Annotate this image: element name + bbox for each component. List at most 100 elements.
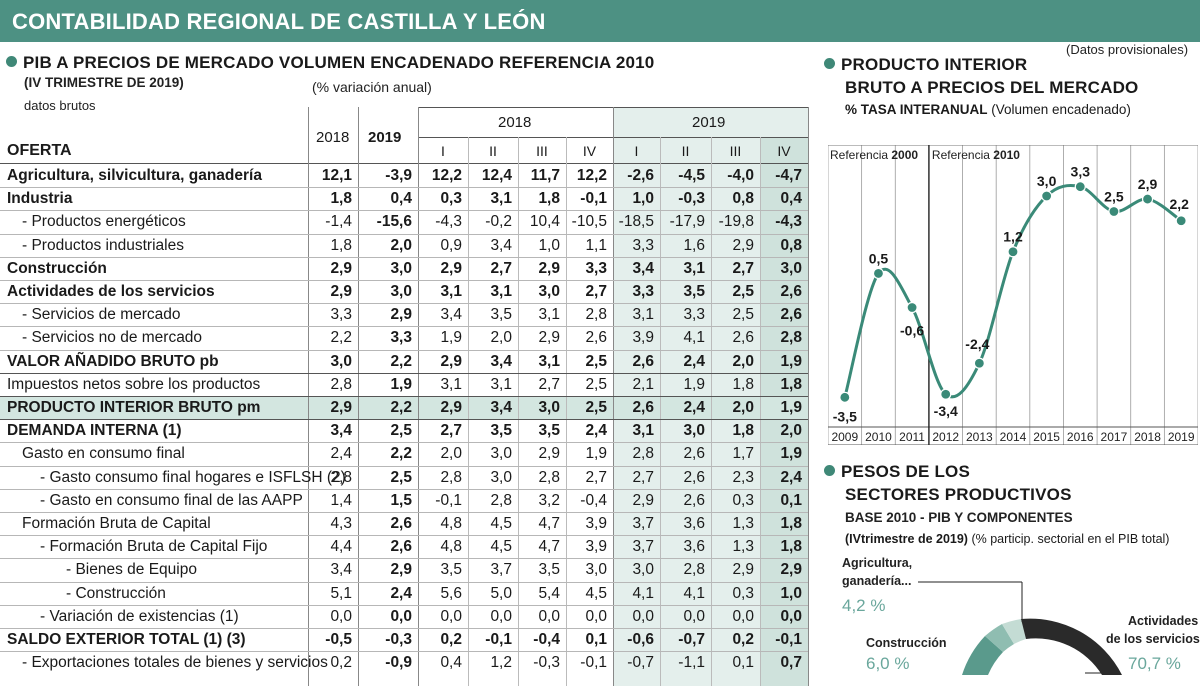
cell-value: 3,1 — [538, 306, 560, 324]
cell-value: -10,5 — [571, 213, 607, 231]
row-label: Construcción — [7, 259, 107, 277]
cell-value: 4,8 — [440, 515, 462, 532]
cell-value: 5,4 — [538, 584, 560, 602]
cell-value: 2,8 — [538, 468, 560, 486]
cell-value: 4,1 — [683, 584, 705, 602]
chart-data-label: 2,9 — [1138, 176, 1158, 192]
cell-value: 3,5 — [440, 561, 462, 579]
quarter-header: IV — [582, 143, 597, 159]
pib-line-chart: Referencia 2000 Referencia 2010 -3,5 0,5 -0,… — [827, 144, 1199, 446]
chart-data-label: 2,2 — [1169, 196, 1189, 212]
cell-value: 3,0 — [538, 283, 560, 300]
cell-value: 1,9 — [780, 399, 802, 416]
cell-value: 0,2 — [440, 631, 462, 648]
row-rule — [0, 651, 808, 653]
cell-value: 3,1 — [440, 375, 462, 393]
cell-value: 0,4 — [390, 190, 412, 208]
col-year-2018: 2018 — [316, 129, 350, 146]
cell-value: 2,7 — [440, 422, 462, 440]
cell-value: 1,7 — [732, 445, 754, 463]
cell-value: 2,9 — [780, 561, 802, 579]
cell-value: 3,1 — [632, 422, 654, 440]
cell-value: -0,3 — [678, 190, 705, 208]
row-label: - Gasto consumo final hogares e ISFLSH (… — [40, 468, 346, 486]
cell-value: 2,4 — [780, 468, 802, 486]
cell-value: -15,6 — [376, 213, 412, 231]
cell-value: 4,5 — [490, 538, 512, 556]
cell-value: 4,5 — [585, 584, 607, 602]
cell-value: 1,8 — [780, 375, 802, 393]
cell-value: 4,1 — [683, 329, 705, 347]
cell-value: 3,1 — [538, 352, 560, 370]
table-title: PIB A PRECIOS DE MERCADO VOLUMEN ENCADEN… — [6, 53, 654, 73]
cell-value: 3,5 — [490, 422, 512, 440]
cell-value: 4,1 — [632, 584, 654, 602]
cell-value: 2,4 — [585, 422, 607, 440]
quarter-header: III — [729, 143, 742, 159]
cell-value: 3,4 — [440, 306, 462, 324]
cell-value: 4,7 — [538, 538, 560, 556]
cell-value: -0,1 — [435, 491, 462, 509]
chart-x-tick: 2016 — [1067, 430, 1094, 444]
cell-value: 3,0 — [538, 399, 560, 416]
cell-value: 2,9 — [440, 399, 462, 416]
cell-value: 3,2 — [538, 491, 560, 509]
cell-value: 3,0 — [585, 561, 607, 579]
cell-value: 1,3 — [732, 538, 754, 556]
pesos-subtitle-2: (IVtrimestre de 2019) (% particip. secto… — [845, 532, 1169, 546]
quarter-header: I — [441, 143, 445, 159]
cell-value: 3,6 — [683, 515, 705, 532]
cell-value: -4,5 — [678, 167, 705, 184]
cell-value: -4,7 — [775, 167, 802, 184]
bullet-icon — [824, 58, 835, 70]
cell-value: 2,2 — [390, 399, 412, 416]
chart-data-label: -2,4 — [965, 336, 989, 352]
cell-value: 1,8 — [732, 375, 754, 393]
cell-value: -0,4 — [533, 631, 560, 648]
cell-value: 1,8 — [732, 422, 754, 440]
cell-value: 2,9 — [538, 329, 560, 347]
chart-title: PRODUCTO INTERIOR — [824, 55, 1027, 75]
cell-value: 3,4 — [490, 236, 512, 254]
row-label: VALOR AÑADIDO BRUTO pb — [7, 352, 219, 370]
cell-value: 2,8 — [632, 445, 654, 463]
cell-value: 2,0 — [490, 329, 512, 347]
cell-value: -0,3 — [385, 631, 412, 648]
cell-value: 3,1 — [490, 283, 512, 300]
cell-value: 2,9 — [732, 561, 754, 579]
cell-value: 3,0 — [683, 422, 705, 440]
chart-x-tick: 2010 — [865, 430, 892, 444]
donut-slice-servicios — [1021, 618, 1122, 675]
cell-value: 3,7 — [632, 538, 654, 556]
cell-value: 3,6 — [683, 538, 705, 556]
chart-data-label: -0,6 — [900, 322, 924, 338]
cell-value: 0,0 — [632, 607, 654, 625]
chart-data-label: -3,5 — [833, 408, 857, 424]
table-col-divider-thin — [468, 137, 469, 686]
cell-value: 2,9 — [330, 283, 352, 300]
cell-value: 4,3 — [330, 515, 352, 532]
chart-x-tick: 2014 — [1000, 430, 1027, 444]
cell-value: 2,9 — [732, 236, 754, 254]
cell-value: 2,9 — [440, 352, 462, 370]
cell-value: 3,1 — [490, 375, 512, 393]
pesos-title-line1: PESOS DE LOS — [841, 462, 970, 481]
cell-value: 3,3 — [632, 283, 654, 300]
row-rule — [0, 512, 808, 513]
cell-value: 3,0 — [780, 259, 802, 277]
cell-value: 2,7 — [490, 259, 512, 277]
cell-value: -1,1 — [678, 654, 705, 672]
row-rule — [0, 535, 808, 537]
chart-x-tick: 2018 — [1134, 430, 1161, 444]
cell-value: -0,1 — [580, 654, 607, 672]
cell-value: 2,2 — [390, 445, 412, 463]
pesos-subtitle: BASE 2010 - PIB Y COMPONENTES — [845, 510, 1073, 525]
cell-value: 0,8 — [780, 236, 802, 254]
agri-value: 4,2 % — [842, 596, 886, 615]
cell-value: -19,8 — [718, 213, 754, 231]
cell-value: -0,1 — [775, 631, 802, 648]
cell-value: 0,0 — [538, 607, 560, 625]
row-rule — [0, 465, 808, 467]
table-subtitle: (IV TRIMESTRE DE 2019) — [24, 75, 184, 90]
chart-data-label: 2,5 — [1104, 188, 1124, 204]
